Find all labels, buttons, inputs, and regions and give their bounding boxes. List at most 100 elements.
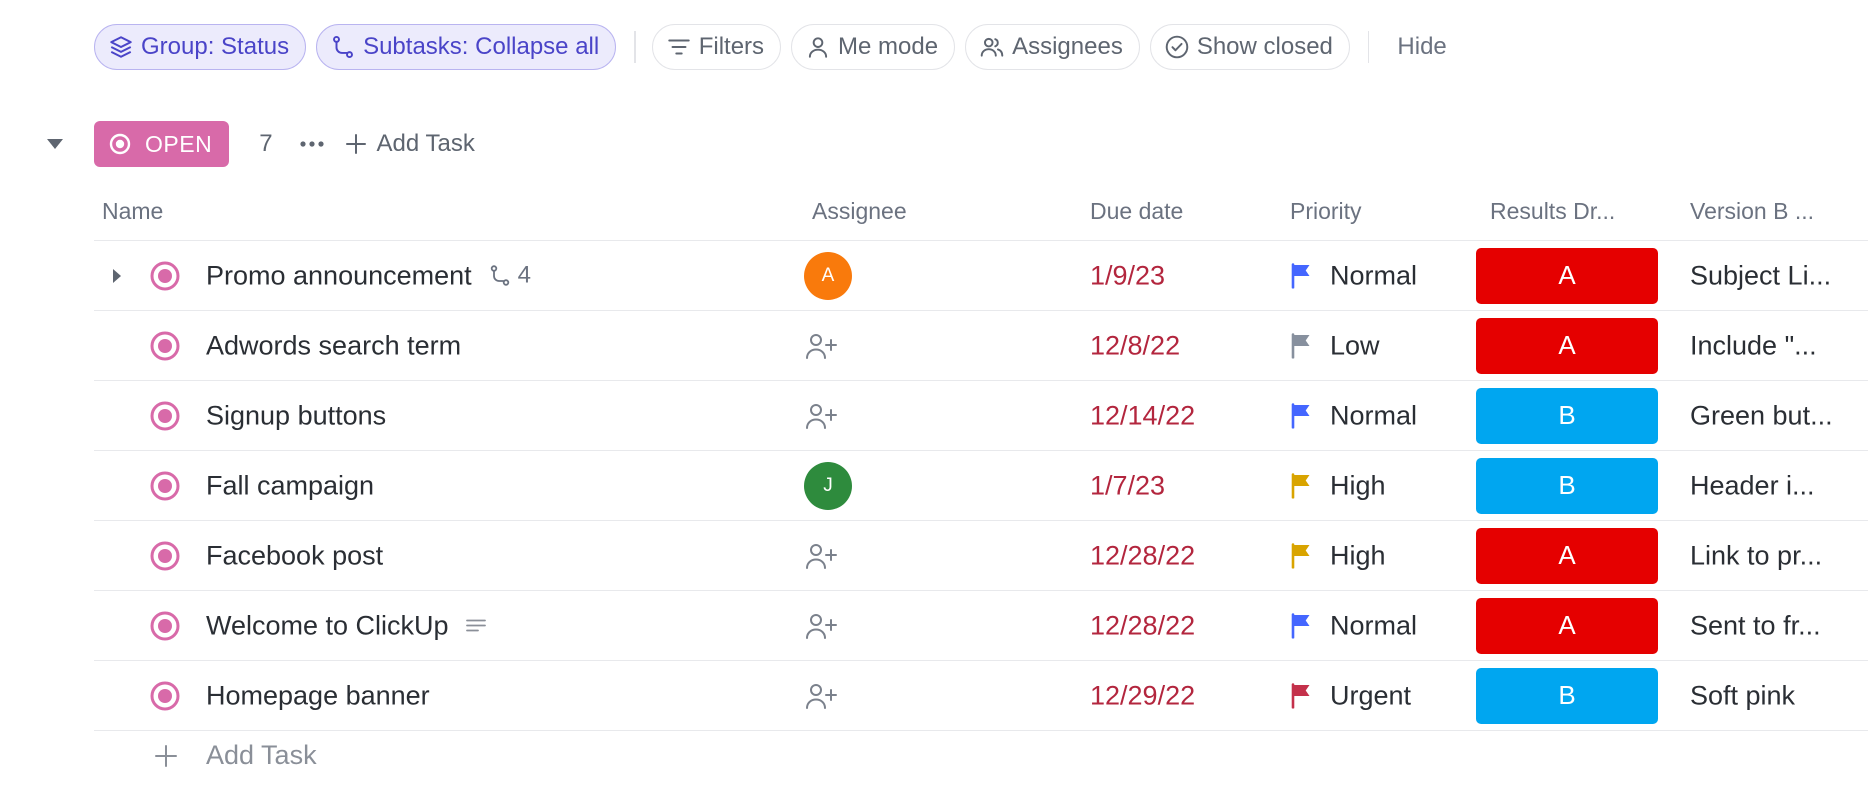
task-count: 7 [259, 130, 273, 157]
due-date[interactable]: 12/28/22 [1090, 610, 1196, 640]
task-name[interactable]: Homepage banner [206, 680, 430, 711]
version-b-cell[interactable]: Soft pink [1690, 680, 1796, 710]
filters-button[interactable]: Filters [651, 24, 782, 70]
assignee-cell[interactable]: J [804, 461, 852, 510]
priority-cell[interactable]: Low [1290, 330, 1380, 361]
me-mode-label: Me mode [838, 33, 939, 60]
add-task-label: Add Task [206, 740, 317, 770]
task-name[interactable]: Fall campaign [206, 470, 374, 501]
task-status-icon[interactable] [149, 400, 181, 432]
hide-button[interactable]: Hide [1397, 33, 1447, 60]
due-date[interactable]: 12/29/22 [1090, 680, 1196, 710]
task-list: Promo announcement 4 A 1/9/23 Normal A S… [94, 240, 1868, 731]
priority-cell[interactable]: Normal [1290, 260, 1417, 291]
column-priority[interactable]: Priority [1290, 198, 1362, 224]
task-name[interactable]: Facebook post [206, 540, 383, 571]
due-date[interactable]: 12/14/22 [1090, 400, 1196, 430]
status-badge[interactable]: OPEN [94, 121, 230, 167]
group-by-label: Group: Status [141, 33, 290, 60]
due-date[interactable]: 12/8/22 [1090, 330, 1181, 360]
task-status-icon[interactable] [149, 330, 181, 362]
view-toolbar: Group: Status Subtasks: Collapse all Fil… [94, 23, 1459, 71]
priority-label: Normal [1330, 260, 1418, 290]
add-assignee-icon[interactable] [804, 331, 838, 361]
expand-subtasks-icon[interactable] [110, 266, 124, 286]
show-closed-button[interactable]: Show closed [1149, 24, 1350, 70]
add-assignee-icon[interactable] [804, 681, 838, 711]
due-date[interactable]: 1/9/23 [1090, 260, 1166, 290]
version-b-cell[interactable]: Subject Li... [1690, 260, 1832, 290]
priority-label: Normal [1330, 400, 1418, 430]
add-assignee-icon[interactable] [804, 611, 838, 641]
plus-icon [154, 744, 178, 768]
priority-cell[interactable]: High [1290, 470, 1386, 501]
add-assignee-icon[interactable] [804, 541, 838, 571]
task-name-text: Facebook post [206, 540, 384, 570]
flag-icon [1290, 543, 1312, 569]
subtask-count[interactable]: 4 [488, 262, 531, 290]
task-name-text: Homepage banner [206, 680, 430, 710]
due-date[interactable]: 1/7/23 [1090, 470, 1166, 500]
assignee-cell[interactable]: A [804, 251, 852, 300]
toolbar-divider [634, 31, 636, 63]
users-icon [979, 34, 1005, 60]
results-badge[interactable]: B [1476, 457, 1658, 514]
task-name[interactable]: Promo announcement 4 [206, 260, 531, 291]
filters-label: Filters [698, 33, 765, 60]
task-status-icon[interactable] [149, 470, 181, 502]
check-circle-icon [1164, 34, 1190, 60]
flag-icon [1290, 403, 1312, 429]
table-row[interactable]: Homepage banner 12/29/22 Urgent B Soft p… [94, 660, 1868, 731]
status-circle-icon [109, 133, 131, 155]
priority-label: Low [1330, 330, 1380, 360]
priority-cell[interactable]: Normal [1290, 400, 1417, 431]
task-status-icon[interactable] [149, 610, 181, 642]
group-add-task-label: Add Task [376, 130, 475, 157]
column-name[interactable]: Name [102, 198, 164, 224]
results-badge[interactable]: A [1476, 317, 1658, 374]
task-status-icon[interactable] [149, 680, 181, 712]
table-row[interactable]: Adwords search term 12/8/22 Low A Includ… [94, 310, 1868, 380]
task-name[interactable]: Welcome to ClickUp [206, 610, 487, 641]
priority-cell[interactable]: High [1290, 540, 1386, 571]
results-badge[interactable]: B [1476, 387, 1658, 444]
task-status-icon[interactable] [149, 260, 181, 292]
subtask-count-text: 4 [517, 261, 532, 289]
results-badge[interactable]: A [1476, 247, 1658, 304]
version-b-cell[interactable]: Sent to fr... [1690, 610, 1821, 640]
task-status-icon[interactable] [149, 540, 181, 572]
column-results[interactable]: Results Dr... [1490, 198, 1616, 224]
priority-cell[interactable]: Urgent [1290, 680, 1411, 711]
column-version-b[interactable]: Version B ... [1690, 198, 1815, 224]
task-name[interactable]: Signup buttons [206, 400, 386, 431]
results-badge[interactable]: A [1476, 597, 1658, 654]
me-mode-button[interactable]: Me mode [791, 24, 956, 70]
add-assignee-icon[interactable] [804, 401, 838, 431]
table-row[interactable]: Welcome to ClickUp 12/28/22 Normal A Sen… [94, 590, 1868, 660]
group-by-button[interactable]: Group: Status [94, 24, 307, 70]
show-closed-label: Show closed [1196, 33, 1333, 60]
results-badge[interactable]: A [1476, 527, 1658, 584]
table-row[interactable]: Signup buttons 12/14/22 Normal B Green b… [94, 380, 1868, 450]
subtasks-label: Subtasks: Collapse all [363, 33, 600, 60]
assignees-button[interactable]: Assignees [965, 24, 1140, 70]
column-assignee[interactable]: Assignee [812, 198, 907, 224]
task-name[interactable]: Adwords search term [206, 330, 461, 361]
collapse-group-icon[interactable] [40, 137, 70, 151]
results-badge[interactable]: B [1476, 667, 1658, 724]
version-b-cell[interactable]: Header i... [1690, 470, 1815, 500]
more-icon[interactable] [299, 140, 325, 148]
version-b-cell[interactable]: Green but... [1690, 400, 1833, 430]
table-row[interactable]: Fall campaign J 1/7/23 High B Header i..… [94, 450, 1868, 520]
column-due-date[interactable]: Due date [1090, 198, 1184, 224]
table-row[interactable]: Facebook post 12/28/22 High A Link to pr… [94, 520, 1868, 590]
plus-icon [345, 133, 367, 155]
priority-cell[interactable]: Normal [1290, 610, 1417, 641]
version-b-cell[interactable]: Link to pr... [1690, 540, 1823, 570]
subtasks-button[interactable]: Subtasks: Collapse all [316, 24, 617, 70]
table-row[interactable]: Promo announcement 4 A 1/9/23 Normal A S… [94, 240, 1868, 310]
group-add-task-button[interactable]: Add Task [345, 130, 475, 158]
due-date[interactable]: 12/28/22 [1090, 540, 1196, 570]
version-b-cell[interactable]: Include "... [1690, 330, 1817, 360]
add-task-button[interactable]: Add Task [154, 740, 317, 771]
